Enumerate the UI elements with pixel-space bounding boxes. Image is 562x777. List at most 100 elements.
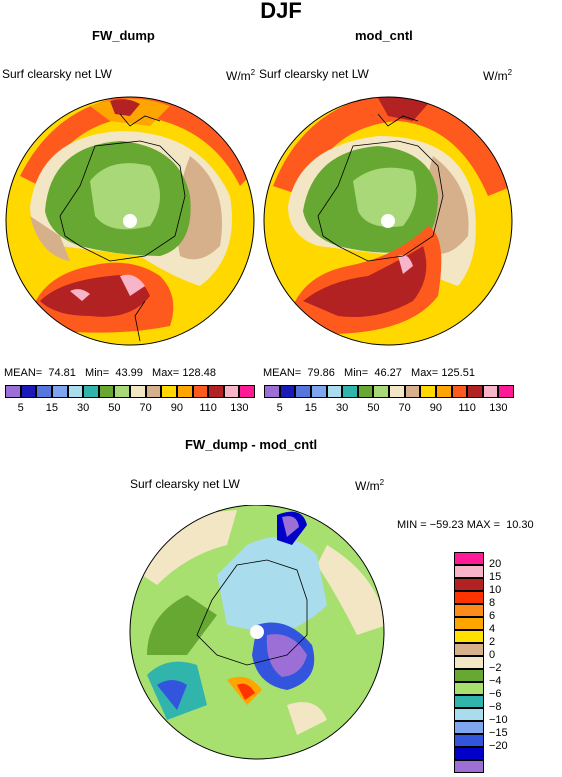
colorbar-tick-label: 130 <box>489 402 508 414</box>
colorbar-swatch <box>20 385 37 398</box>
colorbar-swatch <box>454 669 484 682</box>
polar-map-right <box>263 96 513 346</box>
colorbar-tick-label: 8 <box>489 597 496 609</box>
polar-map-diff <box>129 505 385 760</box>
colorbar-ticks-right: 5 15 30 50 70 90 110 130 <box>264 402 514 416</box>
colorbar-swatch <box>454 617 484 630</box>
colorbar-swatch <box>454 747 484 760</box>
polar-map-left <box>5 96 255 346</box>
colorbar-tick-label: 5 <box>17 402 24 414</box>
panel-title-right: mod_cntl <box>355 28 413 43</box>
colorbar-swatch <box>454 604 484 617</box>
diff-unit: W/m2 <box>355 478 385 493</box>
colorbar-swatch <box>454 721 484 734</box>
colorbar-tick-label: 110 <box>458 402 476 414</box>
unit-label-left: W/m2 <box>226 68 256 83</box>
colorbar-left <box>5 385 255 398</box>
diff-title: FW_dump - mod_cntl <box>185 437 318 452</box>
colorbar-swatch <box>454 578 484 591</box>
colorbar-tick-label: 50 <box>108 402 121 414</box>
colorbar-tick-label: 70 <box>139 402 152 414</box>
colorbar-swatch <box>454 656 484 669</box>
colorbar-swatch <box>498 385 514 398</box>
colorbar-swatch <box>5 385 21 398</box>
colorbar-swatch <box>51 385 68 398</box>
stats-left: MEAN= 74.81 Min= 43.99 Max= 128.48 <box>4 367 216 379</box>
colorbar-swatch <box>467 385 483 398</box>
colorbar-tick-label: −8 <box>489 701 502 713</box>
colorbar-tick-label: 130 <box>230 402 249 414</box>
colorbar-swatch <box>357 385 374 398</box>
colorbar-tick-label: 15 <box>489 571 502 583</box>
colorbar-tick-label: −10 <box>489 714 508 726</box>
colorbar-swatch <box>310 385 327 398</box>
diff-colorbar <box>454 552 484 773</box>
colorbar-tick-label: 90 <box>429 402 442 414</box>
colorbar-tick-label: 2 <box>489 636 496 648</box>
colorbar-tick-label: 0 <box>489 649 496 661</box>
colorbar-tick-label: −6 <box>489 688 502 700</box>
colorbar-swatch <box>326 385 343 398</box>
colorbar-swatch <box>176 385 193 398</box>
colorbar-tick-label: −20 <box>489 740 508 752</box>
colorbar-swatch <box>36 385 52 398</box>
colorbar-swatch <box>435 385 452 398</box>
colorbar-tick-label: −2 <box>489 662 502 674</box>
diff-colorbar-ticks: 20 15 10 8 6 4 2 0 −2 −4 −6 −8 −10 −15 −20 <box>489 552 529 777</box>
colorbar-tick-label: −4 <box>489 675 502 687</box>
colorbar-tick-label: 110 <box>199 402 217 414</box>
colorbar-right <box>264 385 514 398</box>
colorbar-swatch <box>83 385 99 398</box>
colorbar-tick-label: 4 <box>489 623 496 635</box>
colorbar-tick-label: 6 <box>489 610 496 622</box>
panel-label-left: Surf clearsky net LW <box>2 67 112 81</box>
colorbar-swatch <box>98 385 115 398</box>
colorbar-swatch <box>208 385 224 398</box>
colorbar-tick-label: 50 <box>367 402 380 414</box>
colorbar-swatch <box>389 385 405 398</box>
colorbar-tick-label: 15 <box>45 402 58 414</box>
colorbar-swatch <box>420 385 436 398</box>
colorbar-swatch <box>454 552 484 565</box>
colorbar-tick-label: 70 <box>398 402 411 414</box>
colorbar-swatch <box>454 695 484 708</box>
diff-stats: MIN = −59.23 MAX = 10.30 <box>397 519 534 531</box>
figure-title: DJF <box>260 0 302 23</box>
colorbar-swatch <box>482 385 499 398</box>
colorbar-swatch <box>130 385 146 398</box>
colorbar-swatch <box>454 591 484 604</box>
unit-label-right: W/m2 <box>483 68 513 83</box>
colorbar-ticks-left: 5 15 30 50 70 90 110 130 <box>5 402 255 416</box>
colorbar-swatch <box>451 385 468 398</box>
colorbar-swatch <box>67 385 84 398</box>
colorbar-swatch <box>454 760 484 773</box>
panel-title-left: FW_dump <box>92 28 155 43</box>
colorbar-swatch <box>404 385 421 398</box>
colorbar-swatch <box>454 565 484 578</box>
diff-label: Surf clearsky net LW <box>130 477 240 491</box>
colorbar-swatch <box>454 643 484 656</box>
colorbar-tick-label: 30 <box>336 402 349 414</box>
colorbar-tick-label: 5 <box>276 402 283 414</box>
panel-label-right: Surf clearsky net LW <box>259 67 369 81</box>
colorbar-tick-label: 15 <box>304 402 317 414</box>
colorbar-tick-label: 90 <box>170 402 183 414</box>
colorbar-tick-label: 20 <box>489 558 502 570</box>
colorbar-tick-label: 10 <box>489 584 502 596</box>
colorbar-swatch <box>454 734 484 747</box>
colorbar-swatch <box>342 385 358 398</box>
colorbar-swatch <box>454 630 484 643</box>
colorbar-swatch <box>161 385 177 398</box>
colorbar-swatch <box>223 385 240 398</box>
stats-right: MEAN= 79.86 Min= 46.27 Max= 125.51 <box>263 367 475 379</box>
colorbar-swatch <box>454 708 484 721</box>
colorbar-swatch <box>114 385 130 398</box>
colorbar-swatch <box>239 385 255 398</box>
colorbar-swatch <box>373 385 389 398</box>
colorbar-swatch <box>454 682 484 695</box>
colorbar-swatch <box>264 385 280 398</box>
colorbar-swatch <box>279 385 296 398</box>
colorbar-swatch <box>295 385 311 398</box>
colorbar-tick-label: −15 <box>489 727 508 739</box>
colorbar-swatch <box>145 385 162 398</box>
